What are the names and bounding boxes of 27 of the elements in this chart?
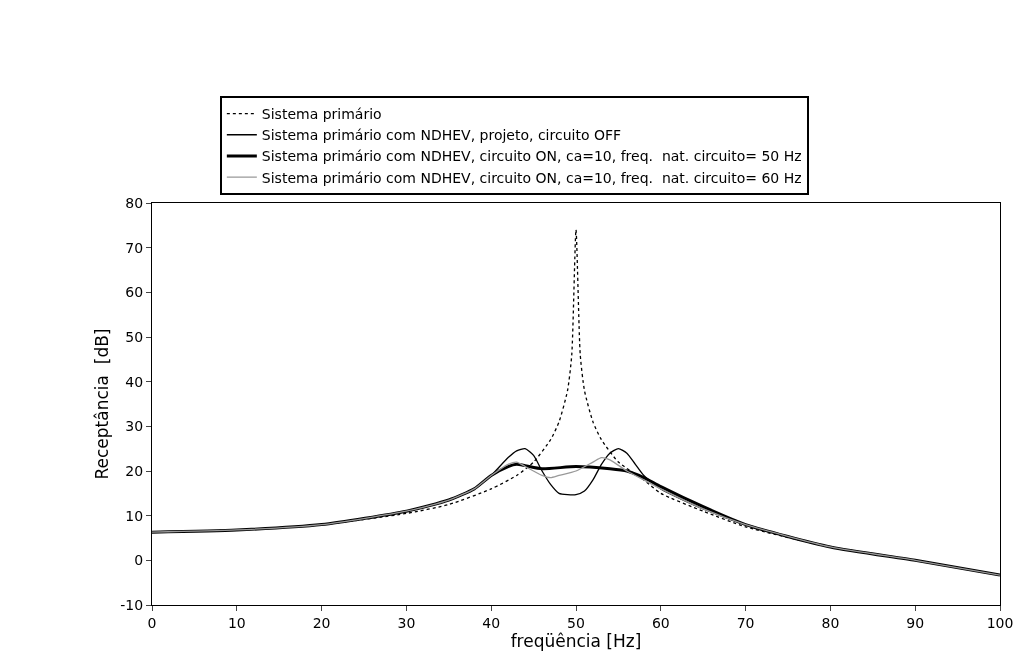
y-tick-label: 20 xyxy=(125,462,144,479)
y-tick-label: 70 xyxy=(125,239,144,256)
legend-label: Sistema primário com NDHEV, circuito ON, ca=10, freq. nat. circuito= 60 Hz xyxy=(261,169,802,186)
legend-label: Sistema primário com NDHEV, circuito ON, ca=10, freq. nat. circuito= 50 Hz xyxy=(261,148,802,165)
x-axis-title: freqüência [Hz] xyxy=(510,630,642,651)
x-tick-label: 100 xyxy=(986,614,1014,631)
x-tick-label: 60 xyxy=(651,614,670,631)
y-tick-label: 80 xyxy=(125,194,144,211)
y-tick-label: 50 xyxy=(125,328,144,345)
x-tick-label: 30 xyxy=(397,614,416,631)
x-tick-label: 90 xyxy=(906,614,925,631)
x-tick-label: 50 xyxy=(567,614,585,631)
x-tick-label: 80 xyxy=(821,614,840,631)
x-tick-label: 10 xyxy=(227,614,246,631)
y-tick-label: 60 xyxy=(125,284,144,301)
y-tick-label: 30 xyxy=(125,418,144,435)
y-tick-label: 0 xyxy=(134,552,144,569)
x-tick-label: 40 xyxy=(482,614,501,631)
y-tick-label: 10 xyxy=(125,507,144,524)
y-tick-label: 40 xyxy=(125,373,144,390)
y-tick-label: -10 xyxy=(120,596,144,613)
legend-label: Sistema primário xyxy=(261,106,382,123)
x-tick-label: 0 xyxy=(147,614,157,631)
y-axis-title: Receptância [dB] xyxy=(92,328,112,480)
x-tick-label: 20 xyxy=(312,614,331,631)
legend-label: Sistema primário com NDHEV, projeto, circuito OFF xyxy=(261,127,622,144)
x-tick-label: 70 xyxy=(736,614,755,631)
